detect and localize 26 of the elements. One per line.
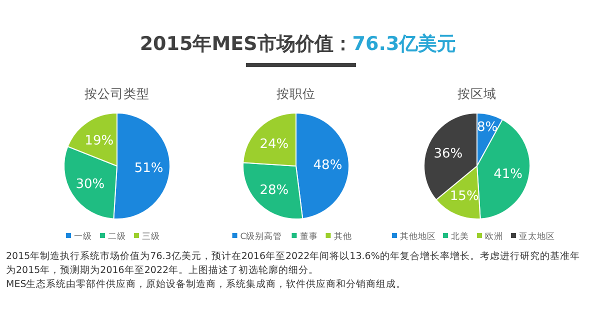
- data-label: 30%: [76, 177, 105, 192]
- text: 2015年制造执行系统市场价值为76.3亿美元，预计在2016年至2022年间将以13.6%的年复合增长率增长。考虑进行研究的基准年为2015年，预测期为2016年至2022年。上图描述了初选轮廓的细分。: [6, 250, 581, 278]
- data-label: 28%: [260, 183, 289, 198]
- data-label: 8%: [476, 120, 498, 135]
- data-label: 51%: [134, 161, 164, 176]
- chart-title: 按区域: [458, 86, 496, 101]
- legend-label: 欧洲: [485, 231, 503, 242]
- legend-label: 亚太地区: [519, 231, 555, 242]
- legend-label: 二级: [108, 231, 126, 242]
- legend-label: 其他地区: [400, 231, 436, 242]
- text: MES生态系统由零部件供应商，原始设备制造商，系统集成商，软件供应商和分销商组成。: [6, 278, 408, 292]
- data-label: 36%: [434, 146, 463, 162]
- legend-label: 董事: [300, 231, 318, 242]
- text: 2015年MES市场价值：76.3亿美元: [140, 33, 456, 55]
- data-label: 24%: [260, 136, 289, 152]
- data-label: 19%: [84, 134, 114, 149]
- chart-title: 按公司类型: [84, 86, 150, 101]
- legend-label: C级别高管: [240, 231, 282, 242]
- legend-label: 其他: [334, 231, 352, 242]
- legend-label: 三级: [142, 231, 160, 242]
- legend-label: 北美: [451, 231, 469, 242]
- data-label: 41%: [494, 166, 522, 182]
- legend-label: 一级: [74, 231, 92, 242]
- chart-title: 按职位: [276, 86, 316, 101]
- data-label: 15%: [450, 189, 479, 204]
- data-label: 48%: [313, 158, 342, 174]
